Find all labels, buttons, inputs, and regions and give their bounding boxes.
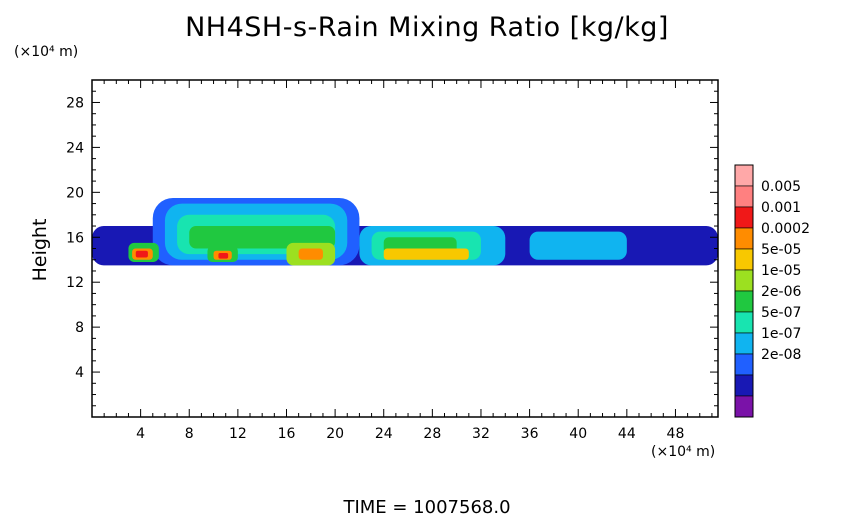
time-label: TIME = 1007568.0	[343, 497, 511, 518]
x-tick-label: 28	[423, 426, 441, 442]
field-region	[135, 250, 148, 258]
y-tick-label: 20	[66, 185, 84, 201]
x-tick-label: 44	[618, 426, 636, 442]
legend-swatch	[734, 374, 754, 397]
y-tick-label: 16	[66, 230, 84, 246]
legend-label: 1e-07	[761, 326, 801, 342]
y-axis-unit: (×10⁴ m)	[14, 44, 79, 60]
y-tick-label: 12	[66, 275, 84, 291]
x-tick-label: 48	[667, 426, 685, 442]
legend-label: 0.001	[761, 200, 801, 216]
x-axis-unit: (×10⁴ m)	[651, 444, 716, 460]
legend-swatch	[734, 332, 754, 355]
color-legend: 0.005 0.001 0.0002 5e-05 1e-05 2e-06 5e-07 1e-0…	[734, 164, 810, 418]
x-tick-label: 40	[569, 426, 587, 442]
field-region	[529, 231, 627, 260]
field-region	[298, 248, 323, 260]
y-tick-label: 28	[66, 95, 84, 111]
x-tick-label: 4	[136, 426, 145, 442]
legend-label: 1e-05	[761, 263, 801, 279]
x-tick-label: 36	[521, 426, 539, 442]
y-tick-label: 24	[66, 140, 84, 156]
x-tick-label: 32	[472, 426, 490, 442]
legend-swatch	[734, 185, 754, 208]
legend-label: 0.005	[761, 179, 801, 195]
legend-swatch	[734, 395, 754, 418]
x-tick-label: 12	[229, 426, 247, 442]
x-tick-label: 8	[185, 426, 194, 442]
chart-title: NH4SH-s-Rain Mixing Ratio [kg/kg]	[185, 12, 669, 43]
legend-swatch	[734, 164, 754, 187]
x-tick-label: 20	[326, 426, 344, 442]
legend-swatch	[734, 311, 754, 334]
y-tick-label: 4	[75, 365, 84, 381]
y-tick-label: 8	[75, 320, 84, 336]
field-region	[383, 248, 469, 260]
legend-swatch	[734, 353, 754, 376]
legend-swatch	[734, 206, 754, 229]
legend-label: 5e-05	[761, 242, 801, 258]
field-layer	[92, 197, 718, 266]
legend-label: 5e-07	[761, 305, 801, 321]
field-region	[218, 252, 229, 259]
legend-label: 2e-08	[761, 347, 801, 363]
legend-label: 0.0002	[761, 221, 810, 237]
legend-swatch	[734, 248, 754, 271]
x-tick-label: 16	[278, 426, 296, 442]
legend-frame	[734, 164, 754, 418]
legend-swatch	[734, 227, 754, 250]
legend-swatch	[734, 269, 754, 292]
legend-label: 2e-06	[761, 284, 801, 300]
x-tick-label: 24	[375, 426, 393, 442]
legend-swatch	[734, 290, 754, 313]
